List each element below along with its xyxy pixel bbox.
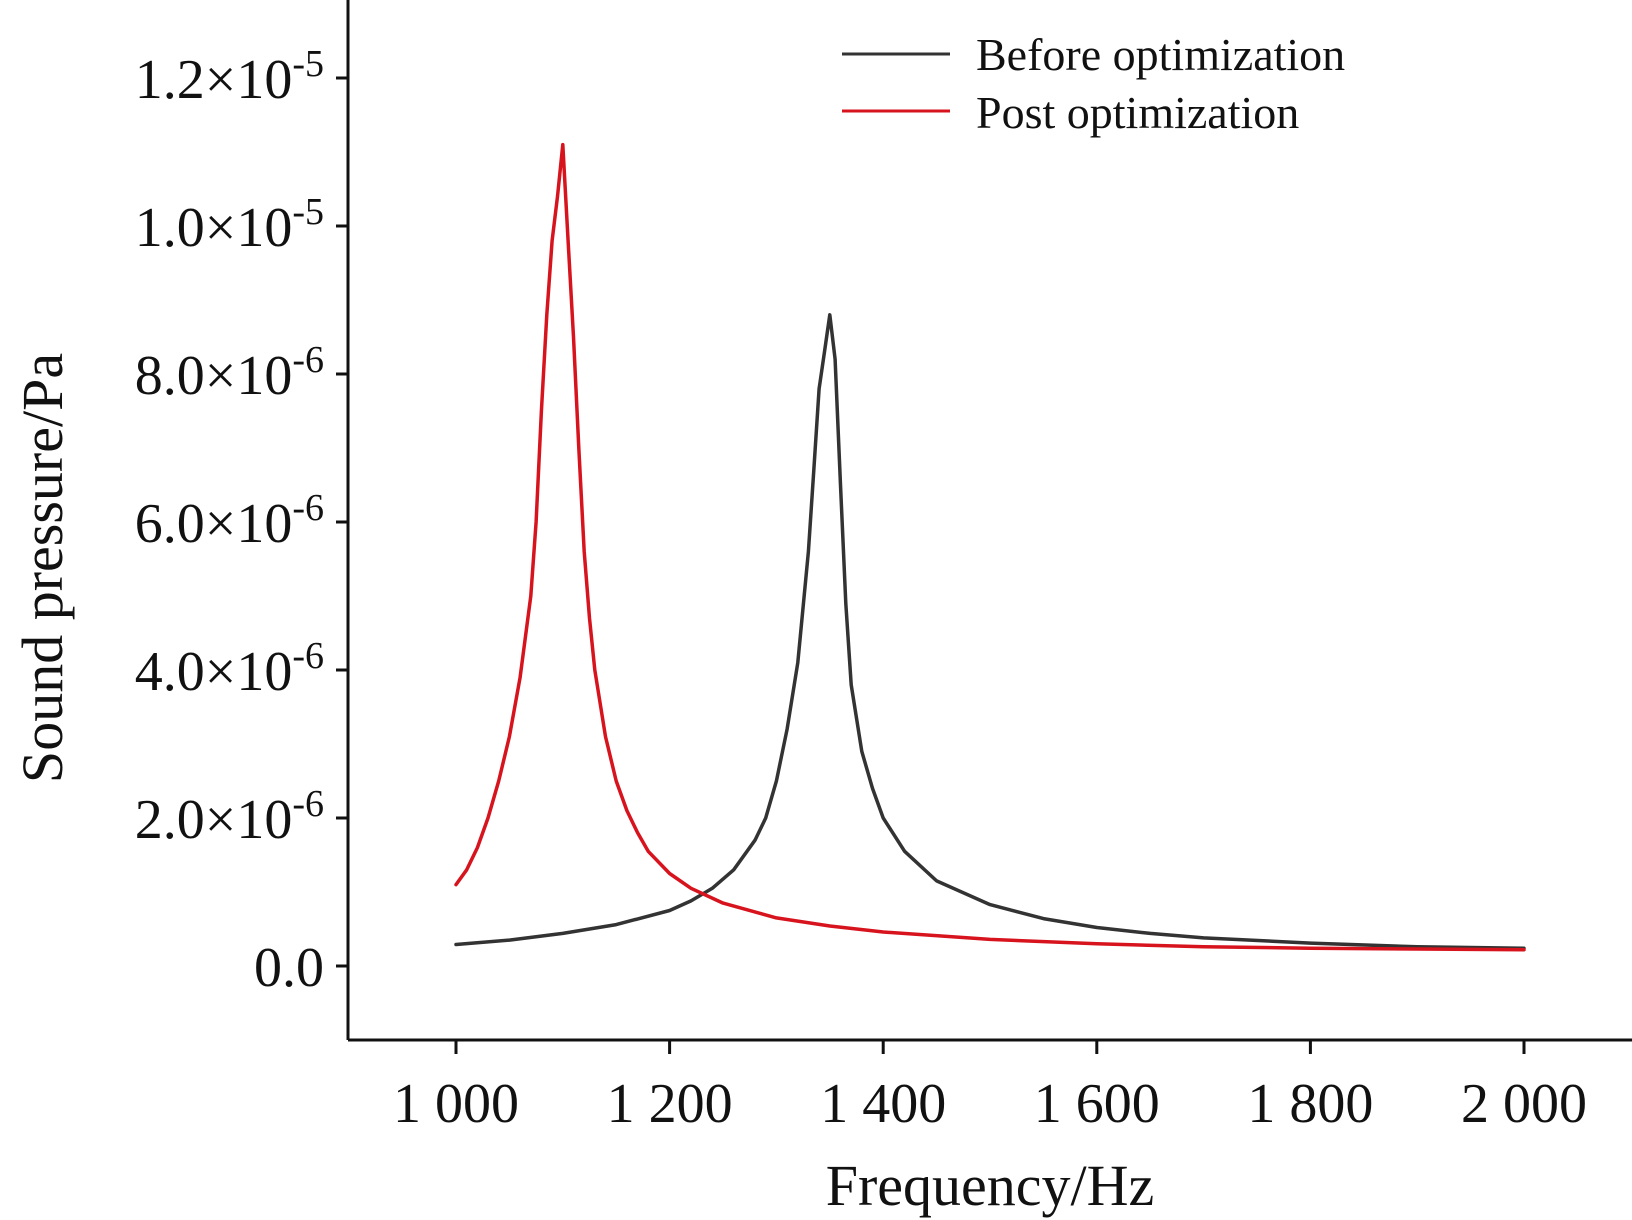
legend-label-post: Post optimization bbox=[976, 87, 1299, 138]
legend: Before optimization Post optimization bbox=[842, 29, 1345, 138]
y-tick-label: 4.0×10-6 bbox=[135, 635, 324, 703]
y-tick-label: 6.0×10-6 bbox=[135, 487, 324, 555]
y-tick-label: 8.0×10-6 bbox=[135, 339, 324, 407]
series-layer bbox=[454, 142, 1526, 952]
x-axis-title: Frequency/Hz bbox=[826, 1153, 1155, 1218]
y-tick-label: 1.0×10-5 bbox=[135, 191, 324, 259]
y-axis-title: Sound pressure/Pa bbox=[10, 353, 75, 783]
y-tick-label: 1.2×10-5 bbox=[135, 43, 324, 111]
x-tick-label: 1 400 bbox=[820, 1073, 946, 1135]
series-line-post bbox=[454, 142, 1526, 952]
y-tick-label: 2.0×10-6 bbox=[135, 783, 324, 851]
x-axis-ticks: 1 000 1 200 1 400 1 600 1 800 2 000 bbox=[393, 1040, 1587, 1135]
y-axis-ticks: 0.0 2.0×10-6 4.0×10-6 6.0×10-6 8.0×10-6 1.0×1… bbox=[135, 43, 348, 999]
y-tick-label: 0.0 bbox=[254, 937, 324, 999]
x-tick-label: 1 200 bbox=[607, 1073, 733, 1135]
x-tick-label: 1 000 bbox=[393, 1073, 519, 1135]
x-tick-label: 2 000 bbox=[1461, 1073, 1587, 1135]
legend-label-before: Before optimization bbox=[976, 29, 1345, 80]
plot-area: 0.0 2.0×10-6 4.0×10-6 6.0×10-6 8.0×10-6 1.0×1… bbox=[135, 0, 1632, 1135]
x-tick-label: 1 600 bbox=[1034, 1073, 1160, 1135]
series-line-before bbox=[454, 313, 1526, 950]
x-tick-label: 1 800 bbox=[1247, 1073, 1373, 1135]
